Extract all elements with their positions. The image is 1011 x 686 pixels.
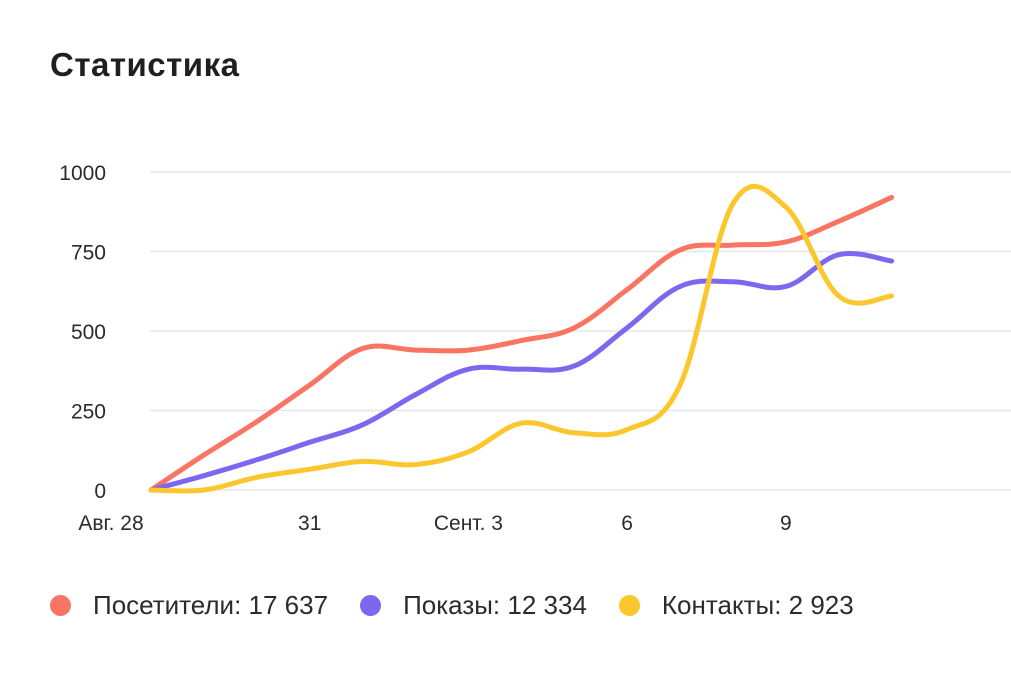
legend-dot-visitors (50, 595, 71, 616)
y-axis-ticks: 0 250 500 750 1000 (59, 162, 106, 503)
legend-item-contacts[interactable]: Контакты: 2 923 (618, 590, 854, 621)
line-chart: 0 250 500 750 1000 Авг. 28 31 Сент. 3 6 9 (59, 162, 1011, 535)
series-line-visitors (148, 194, 895, 493)
grid (150, 171, 1011, 491)
x-tick-label: 9 (780, 512, 792, 535)
legend-label-views: Показы: 12 334 (403, 590, 587, 620)
chart-title: Статистика (50, 46, 240, 83)
x-tick-label: Авг. 28 (78, 512, 143, 535)
series-line-contacts (148, 183, 895, 494)
x-tick-label: 31 (298, 512, 321, 535)
legend-label-visitors: Посетители: 17 637 (93, 590, 329, 620)
legend-label-contacts: Контакты: 2 923 (661, 590, 854, 620)
y-tick-label: 0 (94, 480, 106, 503)
x-axis-ticks: Авг. 28 31 Сент. 3 6 9 (78, 512, 791, 535)
legend-item-views[interactable]: Показы: 12 334 (360, 590, 587, 621)
y-tick-label: 250 (71, 401, 106, 424)
legend-dot-views (360, 595, 382, 616)
x-tick-label: 6 (621, 512, 633, 535)
y-tick-label: 500 (71, 321, 106, 344)
x-tick-label: Сент. 3 (434, 512, 503, 535)
legend-dot-contacts (618, 595, 640, 616)
y-tick-label: 750 (71, 242, 106, 265)
y-tick-label: 1000 (59, 162, 106, 185)
legend: Посетители: 17 637 Показы: 12 334 Контак… (50, 590, 886, 621)
series-lines (148, 183, 895, 494)
series-line-views (148, 251, 895, 493)
legend-item-visitors[interactable]: Посетители: 17 637 (50, 590, 328, 621)
